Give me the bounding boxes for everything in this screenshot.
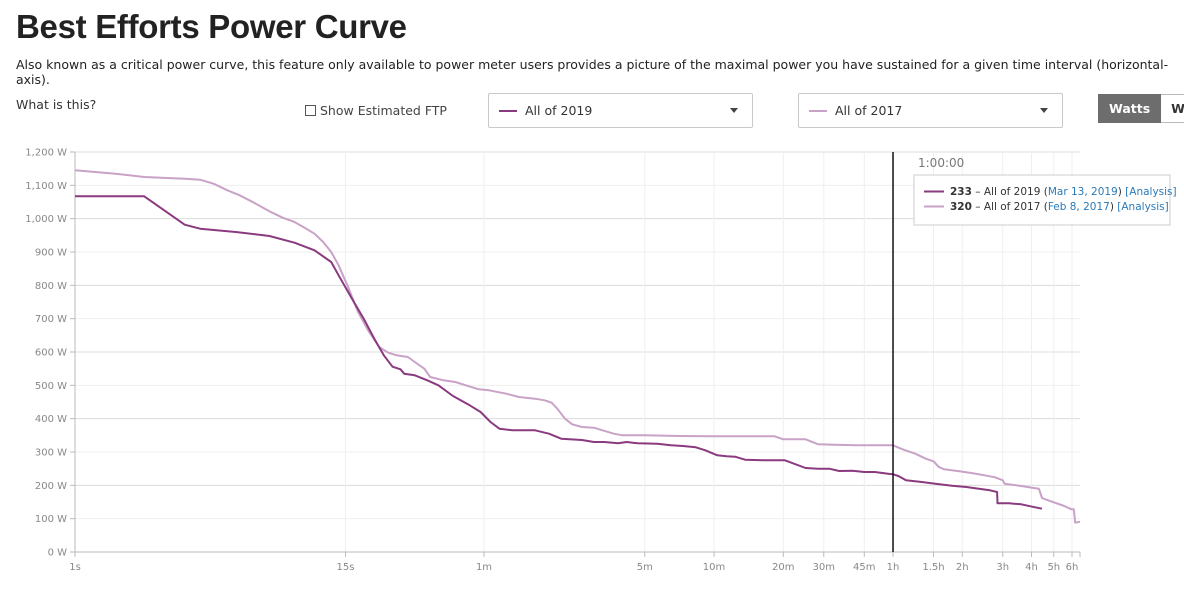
x-tick-label: 10m xyxy=(703,562,725,573)
comparison-period-value: All of 2017 xyxy=(835,103,903,118)
primary-period-select[interactable]: All of 2019 xyxy=(488,93,753,128)
y-tick-label: 200 W xyxy=(35,481,67,492)
watts-per-kg-button[interactable]: Wat xyxy=(1161,94,1184,123)
y-tick-label: 0 W xyxy=(48,548,68,559)
x-tick-label: 1.5h xyxy=(922,562,944,573)
series-swatch-icon xyxy=(809,109,827,112)
chevron-down-icon xyxy=(1040,108,1048,113)
tooltip-analysis-link[interactable]: [Analysis] xyxy=(1117,201,1168,213)
tooltip-analysis-link[interactable]: [Analysis] xyxy=(1125,186,1176,198)
y-tick-label: 1,000 W xyxy=(25,214,67,225)
x-tick-label: 5h xyxy=(1047,562,1060,573)
comparison-period-select[interactable]: All of 2017 xyxy=(798,93,1063,128)
x-tick-label: 45m xyxy=(853,562,875,573)
y-tick-label: 800 W xyxy=(35,281,67,292)
tooltip-time: 1:00:00 xyxy=(918,156,964,170)
watts-button[interactable]: Watts xyxy=(1098,94,1162,123)
y-tick-label: 1,100 W xyxy=(25,181,67,192)
tooltip-separator: ) xyxy=(1110,201,1117,213)
tooltip-value: 320 xyxy=(950,201,972,213)
y-tick-label: 400 W xyxy=(35,414,67,425)
y-tick-label: 1,200 W xyxy=(25,148,67,159)
checkbox-icon[interactable] xyxy=(305,105,316,116)
series-line-all-of-2019 xyxy=(75,195,1043,510)
x-tick-label: 1s xyxy=(69,562,81,573)
y-tick-label: 100 W xyxy=(35,514,67,525)
chevron-down-icon xyxy=(730,108,738,113)
series-swatch-icon xyxy=(499,109,517,112)
series-line-all-of-2017 xyxy=(74,169,1081,524)
what-is-this-link[interactable]: What is this? xyxy=(16,97,97,112)
tooltip-value: 233 xyxy=(950,186,972,198)
x-tick-label: 15s xyxy=(337,562,355,573)
y-tick-label: 600 W xyxy=(35,348,67,359)
tooltip-box xyxy=(913,174,1171,226)
power-curve-chart[interactable]: 0 W 100 W 200 W 300 W 400 W 500 W 600 W 700 W 80… xyxy=(0,140,1184,589)
x-tick-label: 5m xyxy=(637,562,653,573)
x-tick-label: 3h xyxy=(996,562,1009,573)
page-title: Best Efforts Power Curve xyxy=(16,8,407,45)
tooltip-date-link[interactable]: Mar 13, 2019 xyxy=(1048,186,1118,198)
show-estimated-ftp-toggle[interactable]: Show Estimated FTP xyxy=(305,103,447,118)
x-tick-label: 1m xyxy=(476,562,492,573)
tooltip-series-name: – All of 2017 ( xyxy=(972,201,1048,213)
y-tick-label: 300 W xyxy=(35,448,67,459)
primary-period-value: All of 2019 xyxy=(525,103,593,118)
tooltip-series-name: – All of 2019 ( xyxy=(972,186,1048,198)
y-tick-label: 900 W xyxy=(35,248,67,259)
tooltip-date-link[interactable]: Feb 8, 2017 xyxy=(1048,201,1110,213)
x-tick-label: 20m xyxy=(772,562,794,573)
x-tick-label: 6h xyxy=(1066,562,1079,573)
x-tick-label: 30m xyxy=(813,562,835,573)
tooltip-row: 233 – All of 2019 (Mar 13, 2019) [Analys… xyxy=(950,186,1177,198)
x-tick-label: 1h xyxy=(887,562,900,573)
x-tick-label: 2h xyxy=(956,562,969,573)
show-estimated-ftp-label: Show Estimated FTP xyxy=(320,103,447,118)
page-description: Also known as a critical power curve, th… xyxy=(16,57,1169,87)
x-tick-label: 4h xyxy=(1025,562,1038,573)
y-tick-label: 500 W xyxy=(35,381,67,392)
tooltip-separator: ) xyxy=(1118,186,1125,198)
unit-toggle: Watts Wat xyxy=(1098,94,1184,123)
y-tick-label: 700 W xyxy=(35,314,67,325)
tooltip-row: 320 – All of 2017 (Feb 8, 2017) [Analysi… xyxy=(950,201,1169,213)
